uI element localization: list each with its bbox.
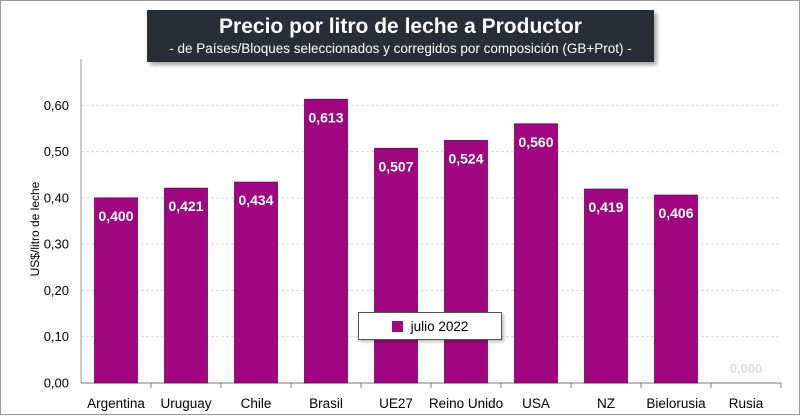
- bar: [94, 197, 138, 384]
- y-tick-label: 0,30: [44, 237, 69, 252]
- bar-value-label: 0,434: [238, 192, 273, 208]
- bar-value-label: 0,000: [730, 361, 763, 376]
- x-tick-label: UE27: [379, 396, 413, 411]
- bar-value-label: 0,400: [98, 208, 133, 224]
- y-tick-label: 0,00: [44, 376, 69, 391]
- bar: [304, 98, 348, 384]
- chart-legend: julio 2022: [358, 312, 502, 340]
- y-tick-label: 0,20: [44, 283, 69, 298]
- bar: [514, 123, 558, 384]
- bar-value-label: 0,507: [378, 158, 413, 174]
- bar-value-label: 0,419: [588, 199, 623, 215]
- bar-value-label: 0,406: [658, 205, 693, 221]
- chart-title: Precio por litro de leche a Productor: [219, 15, 582, 38]
- y-tick-label: 0,50: [44, 144, 69, 159]
- legend-label: julio 2022: [410, 318, 469, 334]
- bar: [444, 140, 488, 384]
- x-tick-label: Reino Unido: [429, 396, 503, 411]
- y-axis-label: US$/litro de leche: [28, 181, 42, 276]
- bar: [584, 188, 628, 384]
- bar: [654, 194, 698, 384]
- y-tick-label: 0,40: [44, 190, 69, 205]
- y-tick-label: 0,60: [44, 98, 69, 113]
- bar-value-label: 0,613: [308, 109, 343, 125]
- chart-subtitle: - de Países/Bloques seleccionados y corr…: [169, 41, 632, 56]
- bar: [234, 181, 278, 384]
- legend-swatch: [391, 320, 403, 332]
- chart-title-box: Precio por litro de leche a Productor - …: [147, 10, 654, 62]
- bar-value-label: 0,524: [448, 150, 483, 166]
- x-tick-label: Bielorusia: [646, 396, 706, 411]
- x-tick-label: NZ: [597, 396, 615, 411]
- x-tick-label: USA: [522, 396, 550, 411]
- bar: [164, 187, 208, 384]
- x-tick-label: Rusia: [729, 396, 764, 411]
- x-tick-label: Argentina: [87, 396, 145, 411]
- bar: [374, 147, 418, 384]
- bar-value-label: 0,421: [168, 198, 203, 214]
- x-tick-label: Uruguay: [160, 396, 211, 411]
- x-tick-label: Brasil: [309, 396, 343, 411]
- x-tick-label: Chile: [241, 396, 272, 411]
- y-tick-label: 0,10: [44, 329, 69, 344]
- bar-value-label: 0,560: [518, 134, 553, 150]
